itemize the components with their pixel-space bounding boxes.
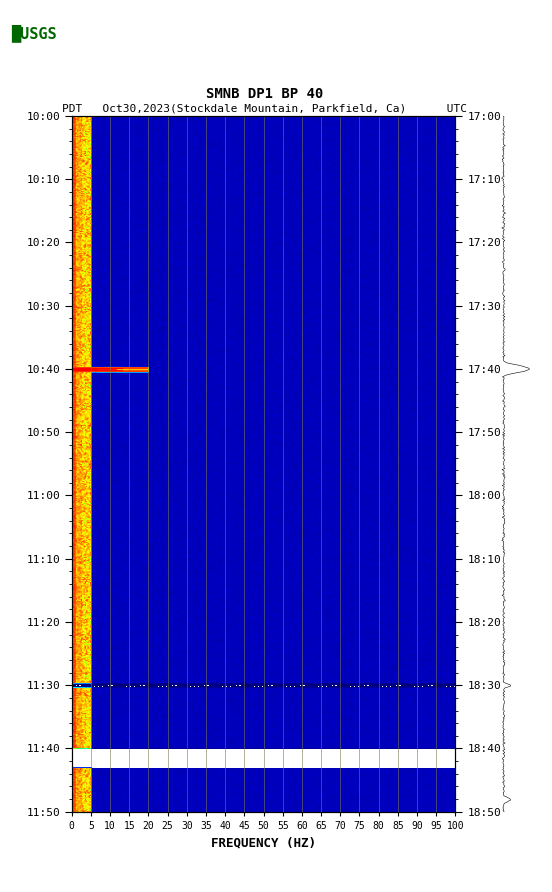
X-axis label: FREQUENCY (HZ): FREQUENCY (HZ) (211, 837, 316, 849)
Text: SMNB DP1 BP 40: SMNB DP1 BP 40 (206, 87, 323, 101)
Text: █USGS: █USGS (11, 24, 57, 42)
Text: PDT   Oct30,2023(Stockdale Mountain, Parkfield, Ca)      UTC: PDT Oct30,2023(Stockdale Mountain, Parkf… (62, 103, 468, 114)
